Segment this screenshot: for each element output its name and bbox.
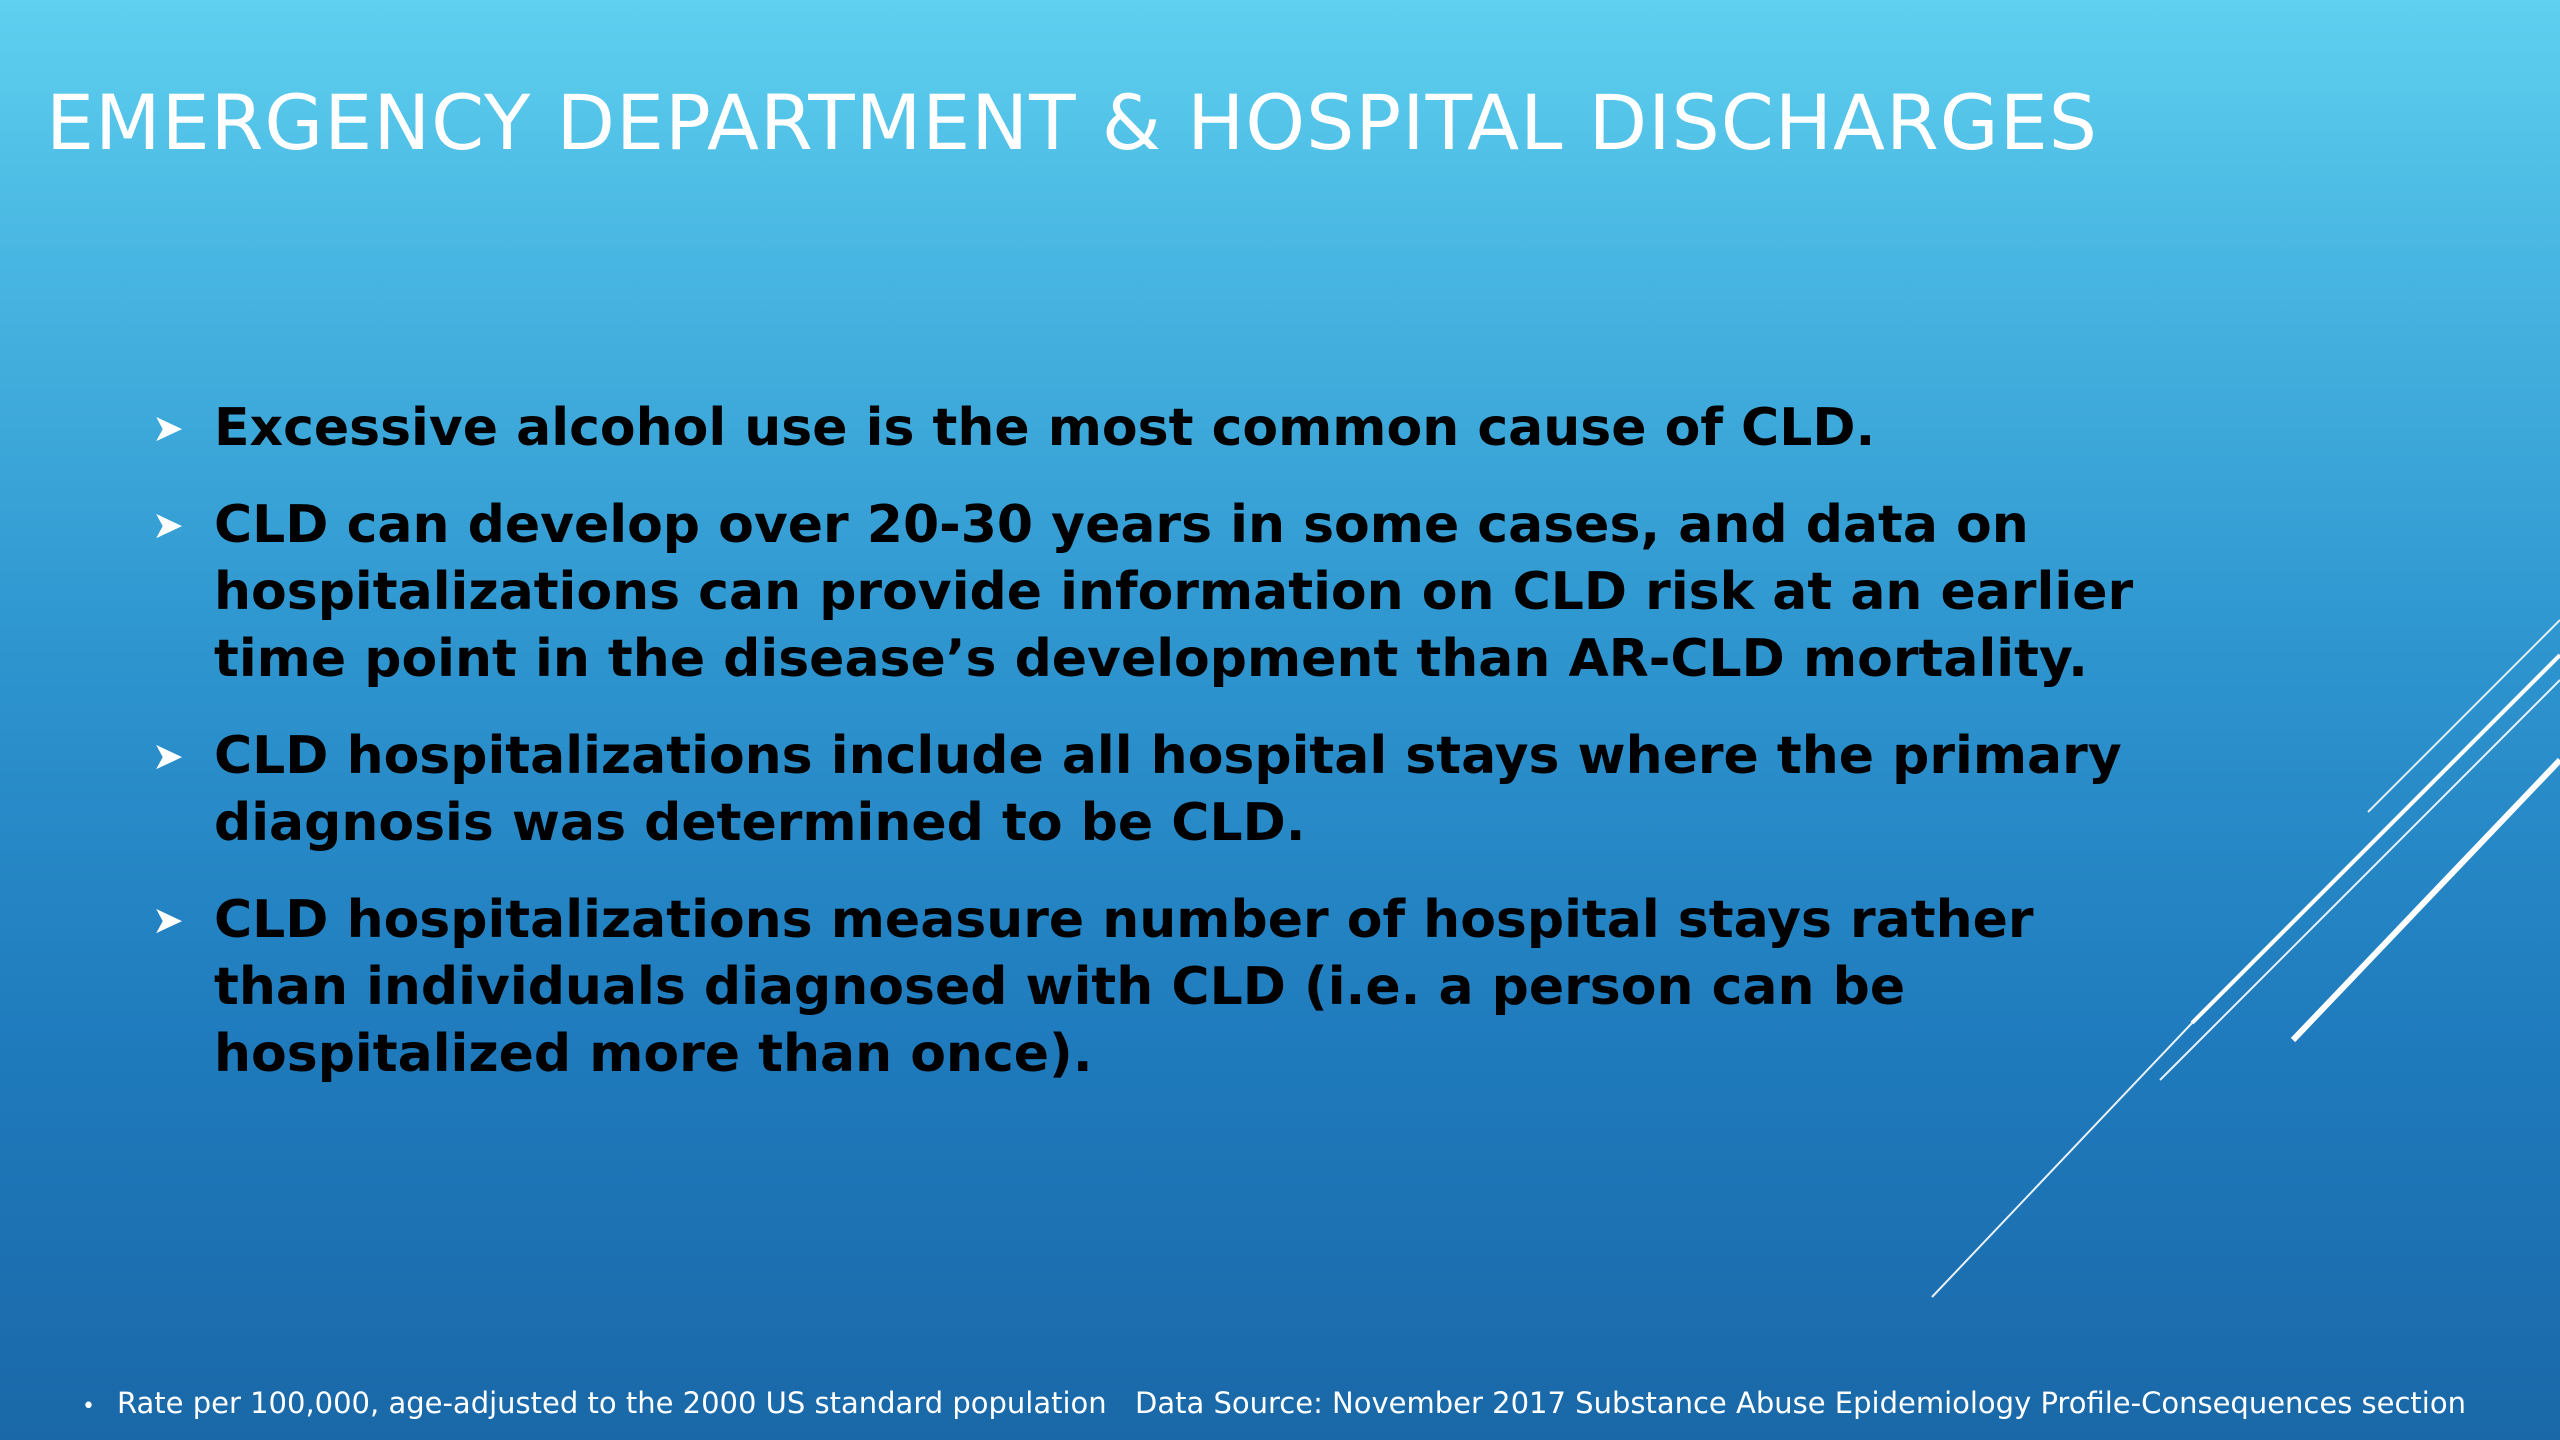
decorative-line <box>2159 679 2560 1081</box>
bullet-item: ➤ CLD can develop over 20-30 years in so… <box>150 492 2150 693</box>
bullet-text: CLD hospitalizations measure number of h… <box>214 890 2034 1084</box>
bullet-list: ➤ Excessive alcohol use is the most comm… <box>150 395 2150 1118</box>
decorative-line <box>2190 653 2560 1025</box>
bullet-item: ➤ CLD hospitalizations include all hospi… <box>150 723 2150 857</box>
decorative-line <box>2367 619 2560 813</box>
footer-data-source: Data Source: November 2017 Substance Abu… <box>1135 1386 2466 1420</box>
arrowhead-bullet-icon: ➤ <box>152 406 184 450</box>
footer-bullet: • <box>82 1394 95 1419</box>
arrowhead-bullet-icon: ➤ <box>152 734 184 778</box>
arrowhead-bullet-icon: ➤ <box>152 898 184 942</box>
bullet-item: ➤ Excessive alcohol use is the most comm… <box>150 395 2150 462</box>
bullet-text: CLD can develop over 20-30 years in some… <box>214 495 2134 689</box>
footer-note-text: Rate per 100,000, age-adjusted to the 20… <box>116 1386 1107 1420</box>
decorative-line <box>2290 757 2560 1043</box>
slide-title: EMERGENCY DEPARTMENT & HOSPITAL DISCHARG… <box>46 78 2098 167</box>
footer-note: • Rate per 100,000, age-adjusted to the 2… <box>82 1386 1107 1420</box>
arrowhead-bullet-icon: ➤ <box>152 503 184 547</box>
bullet-item: ➤ CLD hospitalizations measure number of… <box>150 887 2150 1088</box>
bullet-text: Excessive alcohol use is the most common… <box>214 398 1876 458</box>
bullet-text: CLD hospitalizations include all hospita… <box>214 726 2122 853</box>
